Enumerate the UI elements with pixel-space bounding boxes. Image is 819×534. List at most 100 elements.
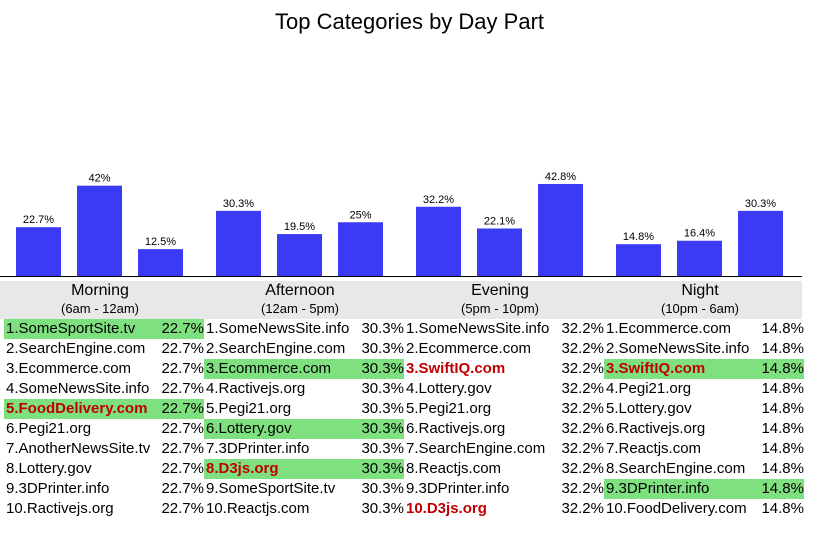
site-label: 9.3DPrinter.info	[406, 480, 510, 497]
site-percent: 22.7%	[161, 500, 204, 517]
site-percent: 22.7%	[161, 320, 204, 337]
site-label: 5.FoodDelivery.com	[6, 400, 148, 417]
site-percent: 14.8%	[761, 440, 804, 457]
day-part-header-morning: Morning (6am - 12am)	[0, 281, 200, 317]
site-label: 8.Reactjs.com	[406, 460, 502, 477]
site-percent: 22.7%	[161, 480, 204, 497]
site-label: 5.Lottery.gov	[606, 400, 692, 417]
bar-value-label: 12.5%	[145, 236, 176, 248]
site-label: 1.SomeSportSite.tv	[6, 320, 136, 337]
site-percent: 14.8%	[761, 420, 804, 437]
list-item: 4.SomeNewsSite.info 22.7%	[4, 379, 204, 399]
list-item: 7.AnotherNewsSite.tv 22.7%	[4, 439, 204, 459]
site-percent: 22.7%	[161, 440, 204, 457]
bar-value-label: 16.4%	[684, 228, 715, 240]
site-label: 7.SearchEngine.com	[406, 440, 546, 457]
list-item: 10.Ractivejs.org 22.7%	[4, 499, 204, 519]
top-sites-list-night: 1.Ecommerce.com 14.8% 2.SomeNewsSite.info 1…	[604, 319, 804, 519]
site-label: 7.3DPrinter.info	[206, 440, 310, 457]
list-item: 5.Lottery.gov 14.8%	[604, 399, 804, 419]
list-item: 7.Reactjs.com 14.8%	[604, 439, 804, 459]
site-percent: 30.3%	[361, 500, 404, 517]
site-percent: 32.2%	[561, 420, 604, 437]
bar-value-label: 42.8%	[545, 171, 576, 183]
bar-morning-3	[138, 249, 183, 276]
top-sites-list-morning: 1.SomeSportSite.tv 22.7% 2.SearchEngine.co…	[4, 319, 204, 519]
site-percent: 30.3%	[361, 380, 404, 397]
list-item: 8.Lottery.gov 22.7%	[4, 459, 204, 479]
site-percent: 22.7%	[161, 360, 204, 377]
list-item: 10.Reactjs.com 30.3%	[204, 499, 404, 519]
site-percent: 30.3%	[361, 460, 404, 477]
list-item: 9.SomeSportSite.tv 30.3%	[204, 479, 404, 499]
site-percent: 30.3%	[361, 320, 404, 337]
bar-value-label: 32.2%	[423, 194, 454, 206]
site-percent: 32.2%	[561, 380, 604, 397]
site-percent: 32.2%	[561, 480, 604, 497]
site-label: 3.SwiftIQ.com	[606, 360, 706, 377]
site-percent: 14.8%	[761, 380, 804, 397]
site-percent: 14.8%	[761, 400, 804, 417]
list-item: 1.SomeNewsSite.info 32.2%	[404, 319, 604, 339]
site-label: 3.Ecommerce.com	[206, 360, 332, 377]
list-item: 10.D3js.org 32.2%	[404, 499, 604, 519]
list-item: 8.Reactjs.com 32.2%	[404, 459, 604, 479]
bar-morning-2	[77, 185, 122, 276]
site-label: 4.SomeNewsSite.info	[6, 380, 150, 397]
site-label: 3.SwiftIQ.com	[406, 360, 506, 377]
list-item: 5.Pegi21.org 30.3%	[204, 399, 404, 419]
site-percent: 32.2%	[561, 460, 604, 477]
list-item: 1.SomeSportSite.tv 22.7%	[4, 319, 204, 339]
day-part-header-afternoon: Afternoon (12am - 5pm)	[200, 281, 400, 317]
list-item: 1.SomeNewsSite.info 30.3%	[204, 319, 404, 339]
site-percent: 22.7%	[161, 380, 204, 397]
list-item: 4.Ractivejs.org 30.3%	[204, 379, 404, 399]
list-item: 9.3DPrinter.info 22.7%	[4, 479, 204, 499]
list-item: 2.SearchEngine.com 30.3%	[204, 339, 404, 359]
list-item: 10.FoodDelivery.com 14.8%	[604, 499, 804, 519]
site-label: 10.Ractivejs.org	[6, 500, 114, 517]
list-item: 5.Pegi21.org 32.2%	[404, 399, 604, 419]
site-label: 6.Ractivejs.org	[406, 420, 506, 437]
list-item: 1.Ecommerce.com 14.8%	[604, 319, 804, 339]
site-percent: 30.3%	[361, 440, 404, 457]
bar-value-label: 25%	[349, 209, 371, 221]
day-part-header-night: Night (10pm - 6am)	[600, 281, 800, 317]
site-percent: 30.3%	[361, 400, 404, 417]
day-part-range: (10pm - 6am)	[660, 301, 740, 316]
site-label: 5.Pegi21.org	[406, 400, 492, 417]
site-percent: 14.8%	[761, 480, 804, 497]
chart-title: Top Categories by Day Part	[274, 9, 545, 34]
bar-afternoon-1	[216, 210, 261, 276]
site-percent: 30.3%	[361, 420, 404, 437]
site-label: 10.D3js.org	[406, 500, 487, 517]
day-part-range: (6am - 12am)	[60, 301, 140, 316]
bar-evening-1	[416, 206, 461, 276]
bar-night-1	[616, 244, 661, 276]
list-item: 6.Ractivejs.org 14.8%	[604, 419, 804, 439]
site-label: 4.Lottery.gov	[406, 380, 492, 397]
list-item: 6.Pegi21.org 22.7%	[4, 419, 204, 439]
bar-night-3	[738, 210, 783, 276]
bar-afternoon-2	[277, 234, 322, 276]
list-item: 3.SwiftIQ.com 14.8%	[604, 359, 804, 379]
site-label: 8.D3js.org	[206, 460, 279, 477]
list-item: 2.Ecommerce.com 32.2%	[404, 339, 604, 359]
site-label: 10.FoodDelivery.com	[606, 500, 747, 517]
site-label: 6.Lottery.gov	[206, 420, 292, 437]
site-label: 2.SomeNewsSite.info	[606, 340, 750, 357]
site-percent: 30.3%	[361, 340, 404, 357]
list-item: 3.Ecommerce.com 30.3%	[204, 359, 404, 379]
list-item: 4.Pegi21.org 14.8%	[604, 379, 804, 399]
list-item: 7.3DPrinter.info 30.3%	[204, 439, 404, 459]
top-sites-list-evening: 1.SomeNewsSite.info 32.2% 2.Ecommerce.com 3…	[404, 319, 604, 519]
day-part-name: Night	[681, 282, 719, 299]
top-sites-list-afternoon: 1.SomeNewsSite.info 30.3% 2.SearchEngine.c…	[204, 319, 404, 519]
site-label: 3.Ecommerce.com	[6, 360, 132, 377]
site-percent: 22.7%	[161, 420, 204, 437]
bar-value-label: 22.1%	[484, 215, 515, 227]
list-item: 2.SomeNewsSite.info 14.8%	[604, 339, 804, 359]
bar-evening-3	[538, 183, 583, 276]
bar-value-label: 30.3%	[223, 198, 254, 210]
list-item: 8.SearchEngine.com 14.8%	[604, 459, 804, 479]
